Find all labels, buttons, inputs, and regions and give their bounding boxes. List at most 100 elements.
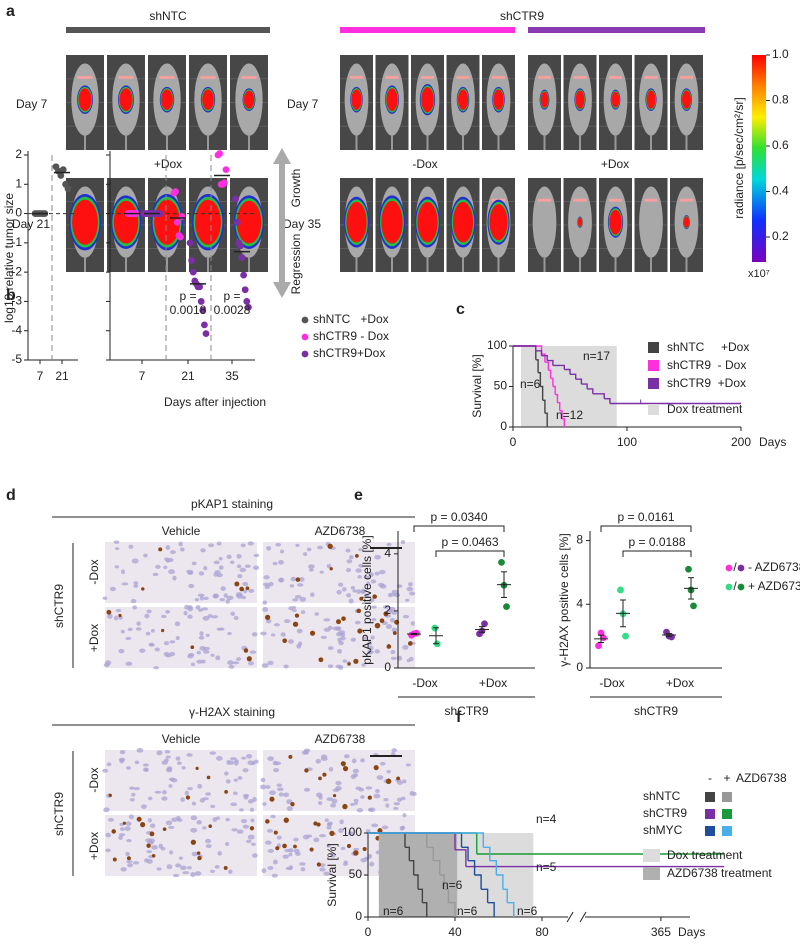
legend-label: shCTR9+Dox	[313, 346, 385, 360]
survival-step	[422, 902, 428, 917]
nucleus	[187, 787, 193, 791]
data-point	[600, 634, 607, 642]
nucleus	[386, 542, 392, 547]
stained-nucleus	[290, 802, 295, 807]
y-tick-label: 0	[355, 909, 362, 923]
nucleus	[218, 557, 223, 561]
nucleus	[132, 605, 138, 610]
legend-label: AZD6738 treatment	[667, 866, 772, 880]
nucleus	[205, 844, 212, 849]
colorbar-multiplier: x10⁷	[748, 268, 770, 280]
n-label: n=6	[457, 904, 478, 918]
stained-nucleus	[273, 830, 278, 835]
treatment-label: -Dox	[412, 157, 437, 171]
nucleus	[165, 559, 170, 563]
survival-step	[538, 372, 542, 387]
nucleus	[235, 592, 243, 597]
nucleus	[262, 802, 267, 806]
marker	[608, 75, 623, 79]
stained-nucleus	[288, 754, 293, 759]
nucleus	[215, 655, 221, 661]
nucleus	[409, 591, 416, 596]
stained-nucleus	[304, 768, 309, 773]
x-tick-label: +Dox	[666, 676, 694, 690]
stained-nucleus	[356, 608, 362, 614]
nucleus	[223, 593, 228, 598]
n-label: n=6	[442, 878, 463, 892]
y-tick-label: -4	[11, 323, 22, 337]
marker	[200, 75, 216, 79]
nucleus	[172, 575, 177, 581]
legend-marker	[301, 316, 309, 324]
signal	[489, 204, 508, 241]
signal	[236, 200, 262, 244]
stained-nucleus	[341, 616, 346, 621]
nucleus	[367, 640, 373, 646]
nucleus	[228, 760, 235, 765]
nucleus	[233, 615, 239, 621]
nucleus	[127, 863, 133, 868]
survival-step	[455, 849, 467, 867]
nucleus	[143, 858, 149, 863]
nucleus	[211, 615, 219, 619]
nucleus	[383, 797, 389, 802]
nucleus	[266, 828, 274, 833]
micrograph	[263, 750, 415, 811]
nucleus	[231, 828, 238, 832]
nucleus	[253, 565, 260, 571]
nucleus	[272, 859, 278, 865]
stained-nucleus	[111, 829, 117, 834]
survival-step	[550, 377, 554, 387]
nucleus	[337, 648, 343, 654]
nucleus	[393, 806, 399, 810]
y-axis-label: γ-H2AX positive cells [%]	[557, 533, 571, 666]
nucleus	[267, 866, 274, 871]
stained-nucleus	[118, 613, 122, 618]
nucleus	[242, 793, 250, 798]
nucleus	[264, 584, 271, 589]
survival-step	[544, 412, 548, 427]
legend-label: shCTR9 - Dox	[313, 329, 389, 343]
survival-step	[535, 350, 543, 356]
nucleus	[270, 814, 276, 819]
nucleus	[306, 547, 312, 552]
data-point	[241, 286, 249, 294]
nucleus	[346, 559, 353, 564]
y-tick-label: 2	[15, 147, 22, 161]
stained-nucleus	[126, 856, 131, 861]
nucleus	[348, 598, 354, 604]
nucleus	[165, 767, 173, 773]
data-point	[177, 233, 184, 241]
data-point	[188, 257, 196, 264]
nucleus	[105, 848, 111, 853]
nucleus	[198, 571, 205, 576]
marker	[159, 75, 175, 79]
panel-letter: d	[6, 487, 16, 504]
nucleus	[207, 614, 213, 618]
nucleus	[408, 656, 414, 662]
panel-letter: f	[456, 709, 462, 726]
nucleus	[283, 619, 291, 624]
nucleus	[126, 839, 132, 843]
nucleus	[233, 778, 238, 782]
legend-label: shMYC	[643, 823, 683, 837]
nucleus	[119, 750, 126, 755]
nucleus	[332, 788, 340, 792]
nucleus	[147, 796, 153, 801]
nucleus	[391, 627, 398, 633]
stained-nucleus	[329, 830, 335, 836]
nucleus	[125, 661, 133, 666]
legend-marker	[705, 792, 715, 802]
nucleus	[218, 565, 224, 570]
data-point	[199, 306, 207, 314]
nucleus	[283, 792, 290, 798]
p-value: p =	[223, 289, 240, 303]
nucleus	[356, 589, 362, 594]
nucleus	[139, 648, 146, 653]
stained-nucleus	[282, 638, 287, 643]
nucleus	[306, 834, 313, 838]
legend-marker	[737, 583, 745, 591]
stained-nucleus	[322, 772, 327, 777]
survival-step	[461, 846, 469, 861]
nucleus	[169, 850, 174, 855]
